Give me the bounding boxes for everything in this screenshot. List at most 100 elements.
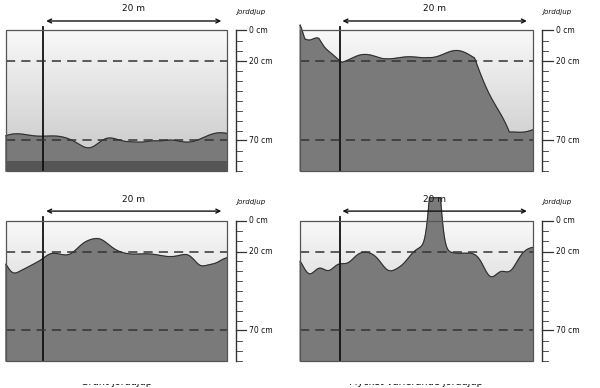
Bar	[300, 308, 533, 312]
Bar	[6, 221, 227, 361]
Bar	[300, 69, 533, 73]
Bar	[300, 294, 533, 298]
Bar	[6, 224, 227, 228]
Text: 70 cm: 70 cm	[249, 326, 272, 335]
Bar	[300, 354, 533, 358]
Bar	[6, 340, 227, 344]
Bar	[6, 270, 227, 274]
Bar	[6, 73, 227, 76]
Text: 20 m: 20 m	[122, 4, 145, 13]
Bar	[300, 224, 533, 228]
Bar	[6, 192, 227, 221]
Text: 0 cm: 0 cm	[556, 216, 574, 225]
Bar	[300, 101, 533, 104]
Bar	[6, 143, 227, 147]
Bar	[6, 62, 227, 66]
Bar	[300, 108, 533, 111]
Text: 20 cm: 20 cm	[556, 247, 579, 256]
Bar	[6, 249, 227, 252]
Bar	[6, 294, 227, 298]
Bar	[6, 157, 227, 161]
Bar	[300, 235, 533, 238]
Bar	[6, 337, 227, 340]
Bar	[6, 101, 227, 104]
Bar	[300, 252, 533, 256]
Bar	[300, 129, 533, 132]
Bar	[6, 87, 227, 90]
Bar	[300, 266, 533, 270]
Bar	[6, 301, 227, 305]
Bar	[300, 340, 533, 344]
Bar	[300, 132, 533, 136]
Bar	[6, 161, 227, 171]
Bar	[6, 45, 227, 48]
Bar	[300, 288, 533, 291]
Bar	[300, 97, 533, 101]
Bar	[6, 94, 227, 97]
Bar	[300, 52, 533, 55]
Bar	[6, 308, 227, 312]
Bar	[6, 319, 227, 322]
Bar	[6, 171, 227, 203]
Bar	[6, 150, 227, 154]
Bar	[6, 274, 227, 277]
Bar	[300, 147, 533, 150]
Bar	[300, 66, 533, 69]
Text: Tämligen grunt jorddjup: Tämligen grunt jorddjup	[358, 186, 475, 196]
Polygon shape	[6, 239, 227, 361]
Text: Jorddjup: Jorddjup	[542, 199, 571, 205]
Bar	[6, 263, 227, 266]
Bar	[300, 55, 533, 59]
Text: 0 cm: 0 cm	[249, 216, 268, 225]
Bar	[300, 347, 533, 351]
Bar	[300, 277, 533, 281]
Bar	[6, 347, 227, 351]
Bar	[6, 90, 227, 94]
Bar	[6, 161, 227, 164]
Bar	[6, 305, 227, 308]
Bar	[6, 80, 227, 83]
Bar	[6, 322, 227, 326]
Bar	[300, 361, 533, 388]
Bar	[300, 171, 533, 203]
Bar	[300, 122, 533, 125]
Text: Jorddjup: Jorddjup	[236, 199, 265, 205]
Bar	[300, 168, 533, 171]
Text: 0 cm: 0 cm	[556, 26, 574, 35]
Bar	[300, 125, 533, 129]
Bar	[300, 238, 533, 242]
Bar	[300, 256, 533, 259]
Bar	[300, 221, 533, 361]
Bar	[6, 277, 227, 281]
Bar	[6, 344, 227, 347]
Bar	[300, 157, 533, 161]
Bar	[300, 315, 533, 319]
Bar	[300, 87, 533, 90]
Bar	[6, 83, 227, 87]
Bar	[6, 59, 227, 62]
Bar	[300, 298, 533, 301]
Bar	[6, 351, 227, 354]
Bar	[300, 270, 533, 274]
Bar	[300, 59, 533, 62]
Text: Mycket varierande jorddjup: Mycket varierande jorddjup	[349, 376, 484, 386]
Bar	[6, 118, 227, 122]
Bar	[6, 34, 227, 38]
Bar	[6, 111, 227, 115]
Bar	[6, 284, 227, 288]
Text: 0 cm: 0 cm	[249, 26, 268, 35]
Bar	[6, 108, 227, 111]
Text: 70 cm: 70 cm	[556, 326, 579, 335]
Text: Jorddjup: Jorddjup	[542, 9, 571, 15]
Bar	[300, 231, 533, 235]
Bar	[300, 31, 533, 171]
Bar	[6, 288, 227, 291]
Bar	[300, 322, 533, 326]
Bar	[6, 291, 227, 294]
Bar	[6, 333, 227, 337]
Bar	[300, 221, 533, 224]
Bar	[300, 245, 533, 249]
Bar	[6, 97, 227, 101]
Bar	[300, 259, 533, 263]
Bar	[6, 354, 227, 358]
